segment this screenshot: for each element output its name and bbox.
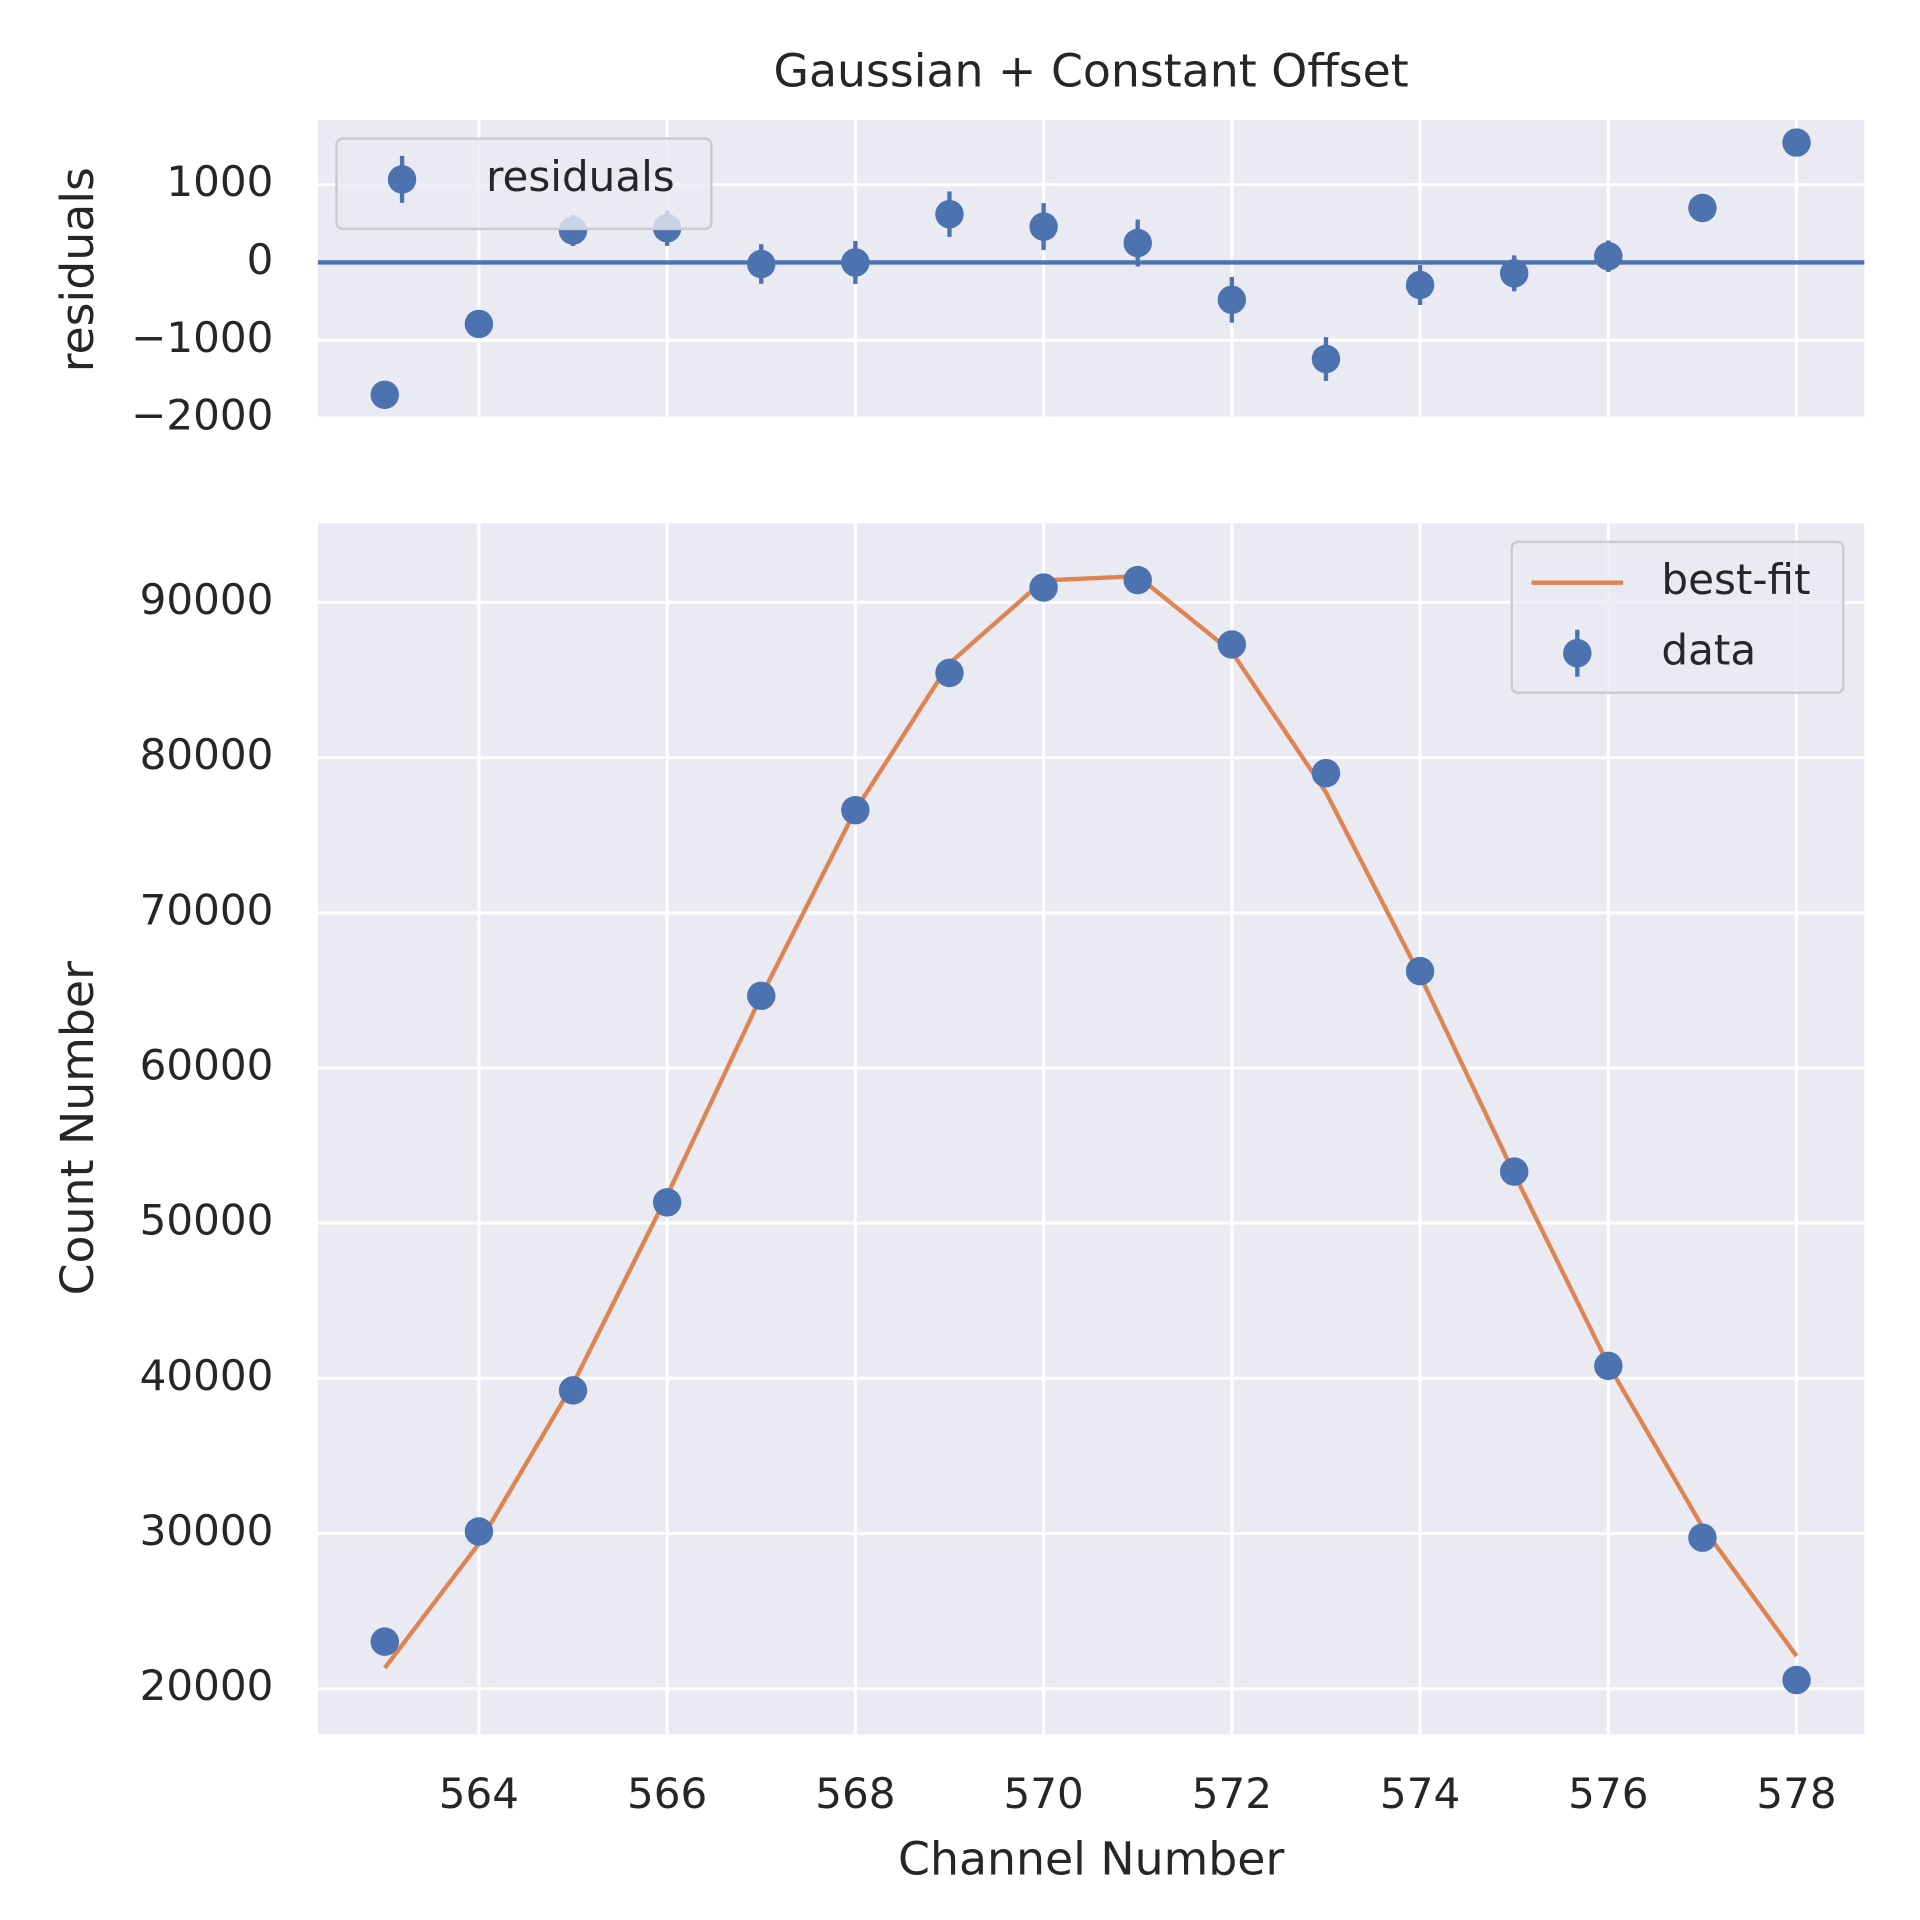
data-point (1217, 285, 1247, 315)
legend-box (1510, 540, 1845, 695)
data-point (1405, 956, 1435, 986)
y-tick-label: 0 (247, 235, 274, 284)
data-point (1311, 344, 1341, 374)
data-point (370, 380, 399, 410)
data-point (1405, 270, 1435, 300)
x-tick-label: 570 (1003, 1769, 1083, 1818)
x-tick-label: 574 (1380, 1769, 1460, 1818)
y-tick-label: 1000 (166, 157, 273, 206)
data-point (652, 1188, 682, 1217)
legend-label: data (1661, 626, 1756, 675)
x-tick-label: 568 (815, 1769, 895, 1818)
y-axis-label: residuals (51, 167, 104, 372)
y-tick-label: 20000 (140, 1661, 274, 1710)
x-tick-label: 566 (627, 1769, 707, 1818)
y-tick-label: 50000 (140, 1196, 274, 1245)
y-axis-label: Count Number (51, 961, 104, 1295)
data-point (747, 249, 776, 279)
y-tick-label: 90000 (140, 575, 274, 624)
y-tick-label: −2000 (131, 391, 273, 440)
data-point (1499, 1157, 1529, 1186)
data-point (1311, 758, 1341, 788)
y-tick-label: 60000 (140, 1040, 274, 1089)
data-point (370, 1627, 399, 1656)
data-point (1594, 1351, 1623, 1381)
data-point (1594, 242, 1623, 271)
x-tick-label: 564 (439, 1769, 519, 1818)
data-point (1688, 193, 1717, 223)
y-tick-label: 70000 (140, 885, 274, 934)
chart-title: Gaussian + Constant Offset (774, 45, 1409, 98)
legend-box (335, 137, 713, 231)
data-point (1688, 1523, 1717, 1552)
y-tick-label: 30000 (140, 1506, 274, 1555)
data-point (1029, 573, 1058, 602)
data-point (1029, 212, 1058, 241)
data-point (1123, 565, 1152, 595)
data-point (1217, 630, 1247, 659)
data-point (464, 309, 494, 339)
data-point (464, 1517, 494, 1546)
data-point (1499, 259, 1529, 288)
x-tick-label: 572 (1192, 1769, 1272, 1818)
data-point (747, 981, 776, 1011)
y-tick-label: 40000 (140, 1351, 274, 1400)
data-point (1782, 1665, 1811, 1695)
legend-label: best-fit (1661, 555, 1810, 604)
y-tick-label: 80000 (140, 730, 274, 779)
legend-swatch (387, 165, 417, 194)
data-point (935, 658, 964, 688)
legend-label: residuals (486, 152, 675, 201)
fit-line (383, 574, 1799, 1670)
x-axis-label: Channel Number (898, 1832, 1284, 1885)
x-tick-label: 576 (1568, 1769, 1648, 1818)
x-tick-label: 578 (1756, 1769, 1836, 1818)
data-point (1782, 128, 1811, 157)
legend-swatch (1563, 638, 1592, 668)
data-point (841, 248, 870, 277)
data-point (841, 795, 870, 825)
plot-area (317, 523, 1865, 1735)
data-point (935, 199, 964, 229)
data-point (1123, 228, 1152, 258)
y-tick-label: −1000 (131, 313, 273, 362)
data-point (558, 1376, 588, 1405)
